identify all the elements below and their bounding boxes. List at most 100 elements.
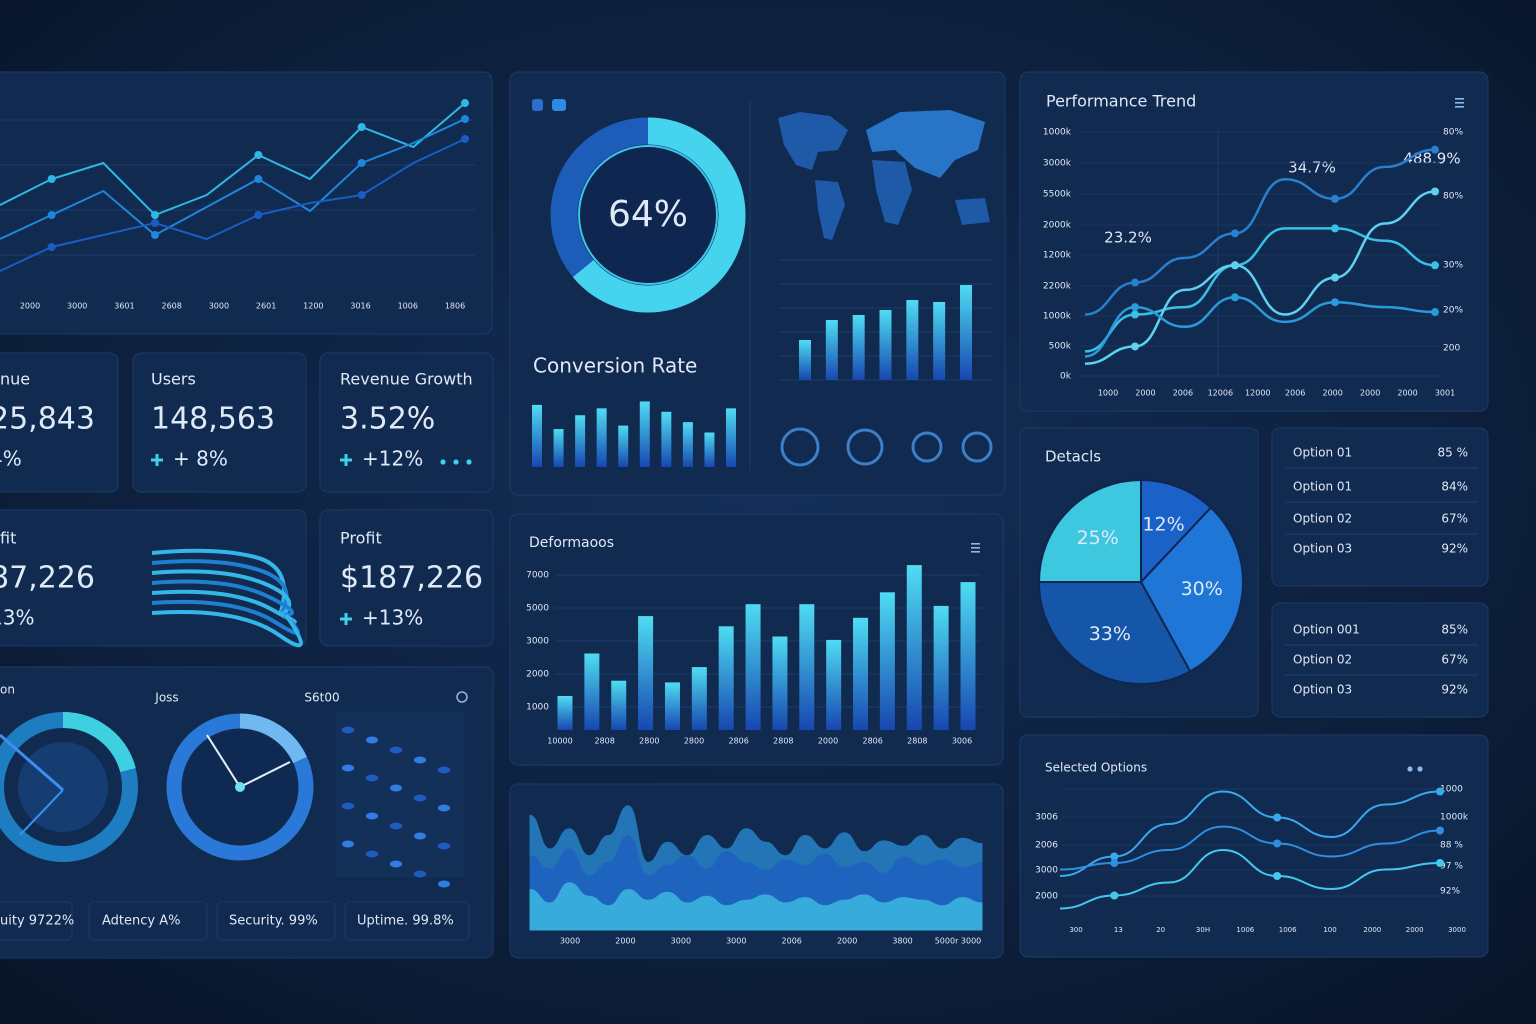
icon [911, 431, 943, 463]
bar [726, 408, 736, 467]
line [0, 138, 466, 272]
x-tick-label: 2000 [1406, 926, 1424, 934]
marker [1273, 872, 1282, 880]
panel-title: Deformaoos [529, 535, 614, 551]
pie-slice [1037, 478, 1142, 583]
y-tick-label: 3006 [1035, 813, 1058, 823]
dot [1417, 766, 1423, 772]
fan-curve [151, 609, 303, 648]
menu-line [971, 543, 980, 545]
x-tick-label: 3001 [1435, 389, 1455, 398]
option-name: Option 01 [1293, 446, 1352, 460]
marker [1231, 293, 1239, 302]
gauge-core [18, 742, 108, 832]
y-tick-label: 1000k [1043, 128, 1072, 138]
x-tick-label: 3000 [560, 937, 580, 946]
marker [357, 123, 366, 131]
y-tick-label: 2200k [1043, 282, 1072, 292]
line [1059, 790, 1441, 877]
panel-title: Conversion Rate [533, 354, 697, 378]
y-tick-label: 5000 [526, 604, 549, 614]
bar [906, 565, 922, 730]
bar [639, 401, 650, 467]
menu-line [971, 551, 980, 553]
marker [1273, 839, 1282, 848]
decorations [0, 98, 1464, 941]
continent [872, 160, 912, 225]
x-tick-label: 20 [1156, 926, 1165, 934]
line [1084, 190, 1436, 365]
marker [1110, 852, 1119, 861]
grid-dot [438, 880, 450, 888]
slice-label: 33% [1089, 623, 1131, 645]
continent [866, 110, 985, 178]
y-tick-label: 2000 [526, 670, 549, 680]
panel [319, 352, 494, 493]
y2-tick-label: 1000 [1440, 785, 1463, 795]
grid-dot [414, 832, 426, 840]
option-name: Option 001 [1293, 623, 1360, 637]
bar [664, 682, 680, 730]
pie-slice [1139, 506, 1244, 673]
y2-tick-label: 200 [1443, 344, 1460, 354]
line [1059, 825, 1441, 871]
bar [799, 340, 811, 380]
y2-tick-label: 1000k [1440, 813, 1469, 823]
marker [1431, 261, 1439, 270]
marker [1131, 278, 1139, 287]
option-name: Option 02 [1293, 512, 1352, 526]
x-tick-label: 12000 [1245, 389, 1270, 398]
bar [852, 315, 865, 380]
panel [132, 352, 307, 493]
hub [235, 782, 245, 792]
marker [1436, 787, 1444, 796]
icon [780, 427, 820, 467]
bar [933, 302, 946, 380]
kpi-label: nue [0, 370, 30, 389]
x-tick-label: 2000 [1322, 389, 1342, 398]
grid-dot [342, 726, 354, 734]
x-tick-label: 1000 [1098, 389, 1118, 398]
chip [88, 901, 208, 941]
x-tick-label: 2000 [1397, 389, 1417, 398]
marker [461, 99, 469, 107]
x-tick-label: 2000 [1360, 389, 1380, 398]
kpi-value: 148,563 [151, 402, 275, 437]
slice-label: 12% [1142, 514, 1184, 536]
dot-icon [552, 99, 566, 111]
needle [206, 734, 241, 788]
y-tick-label: 500k [1049, 342, 1072, 352]
kpi-label: Profit [340, 529, 382, 548]
continent [815, 180, 845, 240]
kpi-change: 13% [0, 606, 34, 630]
marker [1231, 261, 1239, 270]
y-tick-label: 3000 [1035, 866, 1058, 876]
marker [1436, 859, 1444, 867]
dot-grid [336, 712, 464, 877]
panel-title: Selected Options [1045, 761, 1147, 775]
x-tick-label: 2006 [1285, 389, 1305, 398]
search-icon [456, 691, 468, 703]
x-tick-label: 2000 [1363, 926, 1381, 934]
x-tick-label: 1200 [303, 302, 323, 311]
y-tick-label: 1000 [526, 703, 549, 713]
bar [906, 300, 919, 380]
marker [47, 175, 56, 183]
line [1059, 848, 1441, 910]
bar [557, 696, 573, 730]
kpi-value: 87,226 [0, 561, 95, 596]
panel-title: Performance Trend [1046, 92, 1196, 111]
status-text: uity 9722% [0, 914, 74, 929]
grid-dot [438, 804, 450, 812]
bar [799, 604, 815, 730]
marker [1431, 187, 1439, 196]
world-map [778, 110, 990, 240]
grid-dot [366, 850, 378, 858]
menu-line [1455, 98, 1464, 100]
option-value: 85 % [1438, 446, 1469, 460]
x-tick-label: 1806 [445, 302, 465, 311]
y2-tick-label: 88 % [1440, 841, 1463, 851]
grid-dot [390, 784, 402, 792]
option-name: Option 02 [1293, 653, 1352, 667]
